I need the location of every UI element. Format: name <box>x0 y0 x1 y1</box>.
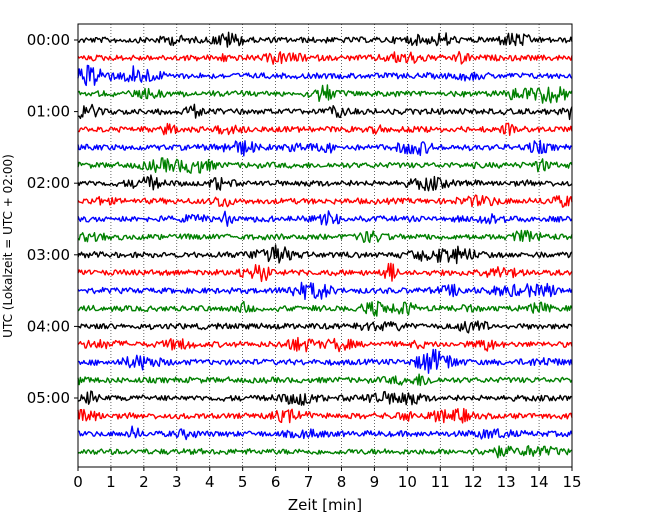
y-tick-label: 03:00 <box>27 246 70 264</box>
trace-row <box>77 157 573 174</box>
trace-row <box>78 320 573 334</box>
plot-frame <box>77 23 573 468</box>
x-tick-label: 12 <box>464 473 483 491</box>
trace-row <box>77 210 573 227</box>
x-axis-label: Zeit [min] <box>288 496 362 514</box>
trace-row <box>77 300 573 317</box>
x-tick-label: 9 <box>370 473 380 491</box>
x-tick-label: 11 <box>431 473 450 491</box>
trace-row <box>77 262 573 283</box>
trace-row <box>77 445 573 459</box>
y-tick-label: 00:00 <box>27 31 70 49</box>
x-tick-label: 10 <box>398 473 417 491</box>
y-tick-label: 02:00 <box>27 174 70 192</box>
trace-row <box>77 64 573 87</box>
y-axis: 00:00 01:00 02:00 03:00 04:00 05:00 <box>27 31 78 407</box>
x-tick-label: 0 <box>73 473 83 491</box>
trace-row <box>77 31 573 48</box>
x-tick-label: 1 <box>106 473 116 491</box>
trace-row <box>77 122 573 136</box>
trace-layer <box>77 31 573 459</box>
x-tick-label: 3 <box>172 473 182 491</box>
x-tick-label: 2 <box>139 473 149 491</box>
trace-row <box>77 50 573 65</box>
x-tick-label: 8 <box>337 473 347 491</box>
grid-layer <box>110 24 540 467</box>
y-axis-label: UTC (Lokalzeit = UTC + 02:00) <box>1 154 15 338</box>
y-tick-label: 01:00 <box>27 103 70 121</box>
x-tick-label: 14 <box>530 473 549 491</box>
trace-row <box>77 229 573 244</box>
x-tick-label: 15 <box>562 473 581 491</box>
x-axis: 0 1 2 3 4 5 6 7 8 9 10 11 12 13 14 15 <box>73 467 582 491</box>
trace-row <box>77 84 573 104</box>
trace-row <box>77 174 573 192</box>
x-tick-label: 4 <box>205 473 215 491</box>
trace-row <box>77 281 573 300</box>
x-tick-label: 13 <box>497 473 516 491</box>
y-tick-label: 04:00 <box>27 317 70 335</box>
trace-row <box>77 407 573 424</box>
trace-row <box>77 373 573 387</box>
trace-row <box>77 244 573 265</box>
trace-row <box>77 103 573 121</box>
trace-row <box>77 336 573 353</box>
trace-row <box>77 390 573 406</box>
x-tick-label: 7 <box>304 473 314 491</box>
trace-row <box>77 194 573 208</box>
trace-row <box>77 348 573 374</box>
y-tick-label: 05:00 <box>27 389 70 407</box>
x-tick-label: 5 <box>238 473 248 491</box>
trace-row <box>77 139 573 157</box>
x-tick-label: 6 <box>271 473 281 491</box>
trace-row <box>77 425 573 441</box>
